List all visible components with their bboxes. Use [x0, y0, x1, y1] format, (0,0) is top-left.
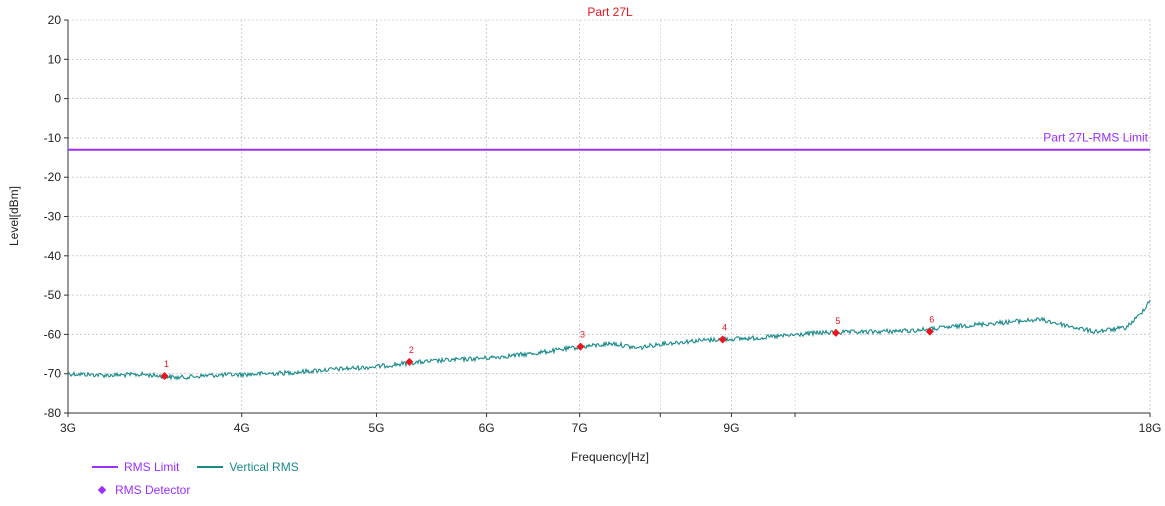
chart-title: Part 27L	[587, 5, 633, 19]
legend-swatch-rms-limit	[92, 466, 118, 468]
legend-swatch-rms-detector	[97, 485, 107, 495]
marker-label: 4	[722, 323, 727, 333]
x-tick-label: 9G	[723, 421, 739, 435]
x-tick-label: 18G	[1139, 421, 1162, 435]
y-tick-label: -10	[44, 131, 62, 145]
y-tick-label: 0	[54, 92, 61, 106]
x-tick-label: 5G	[368, 421, 384, 435]
markers-group: 1 2 3 4 5 6	[160, 315, 934, 381]
limit-line-label: Part 27L-RMS Limit	[1043, 131, 1148, 145]
y-tick-label: 20	[48, 13, 62, 27]
x-tick-label: 3G	[60, 421, 76, 435]
marker-point	[925, 327, 934, 336]
x-tick-label: 4G	[234, 421, 250, 435]
legend-item-rms-detector: RMS Detector	[92, 483, 190, 497]
marker-label: 1	[164, 359, 169, 369]
x-axis-label: Frequency[Hz]	[571, 450, 649, 464]
y-tick-label: -60	[44, 327, 62, 341]
legend-label-vertical-rms: Vertical RMS	[229, 460, 299, 474]
x-tick-label: 7G	[572, 421, 588, 435]
legend-label-rms-limit: RMS Limit	[124, 460, 180, 474]
y-axis-label: Level[dBm]	[7, 186, 21, 246]
marker-label: 2	[409, 345, 414, 355]
x-tick-label: 6G	[479, 421, 495, 435]
y-tick-label: -20	[44, 170, 62, 184]
legend-item-rms-limit: RMS Limit	[92, 460, 179, 474]
marker-point	[831, 328, 840, 337]
y-tick-label: -40	[44, 249, 62, 263]
marker-point	[160, 372, 169, 381]
marker-label: 6	[929, 315, 934, 325]
series-line-vertical-rms	[67, 299, 1151, 382]
legend-label-rms-detector: RMS Detector	[115, 483, 191, 497]
axes	[64, 19, 1151, 417]
y-tick-label: -70	[44, 367, 62, 381]
y-tick-label: -50	[44, 288, 62, 302]
legend-item-vertical-rms: Vertical RMS	[197, 460, 299, 474]
y-tick-label: -80	[44, 406, 62, 420]
marker-point	[718, 335, 727, 344]
limit-line-group: Part 27L-RMS Limit	[68, 131, 1150, 151]
y-tick-label: -30	[44, 210, 62, 224]
grid-lines	[67, 19, 1151, 414]
series-group	[67, 299, 1151, 382]
y-tick-label: 10	[48, 52, 62, 66]
marker-label: 5	[835, 316, 840, 326]
marker-point	[576, 342, 585, 351]
marker-label: 3	[580, 330, 585, 340]
marker-point	[405, 357, 414, 366]
legend: RMS Limit Vertical RMS RMS Detector	[92, 459, 317, 505]
legend-swatch-vertical-rms	[197, 466, 224, 468]
